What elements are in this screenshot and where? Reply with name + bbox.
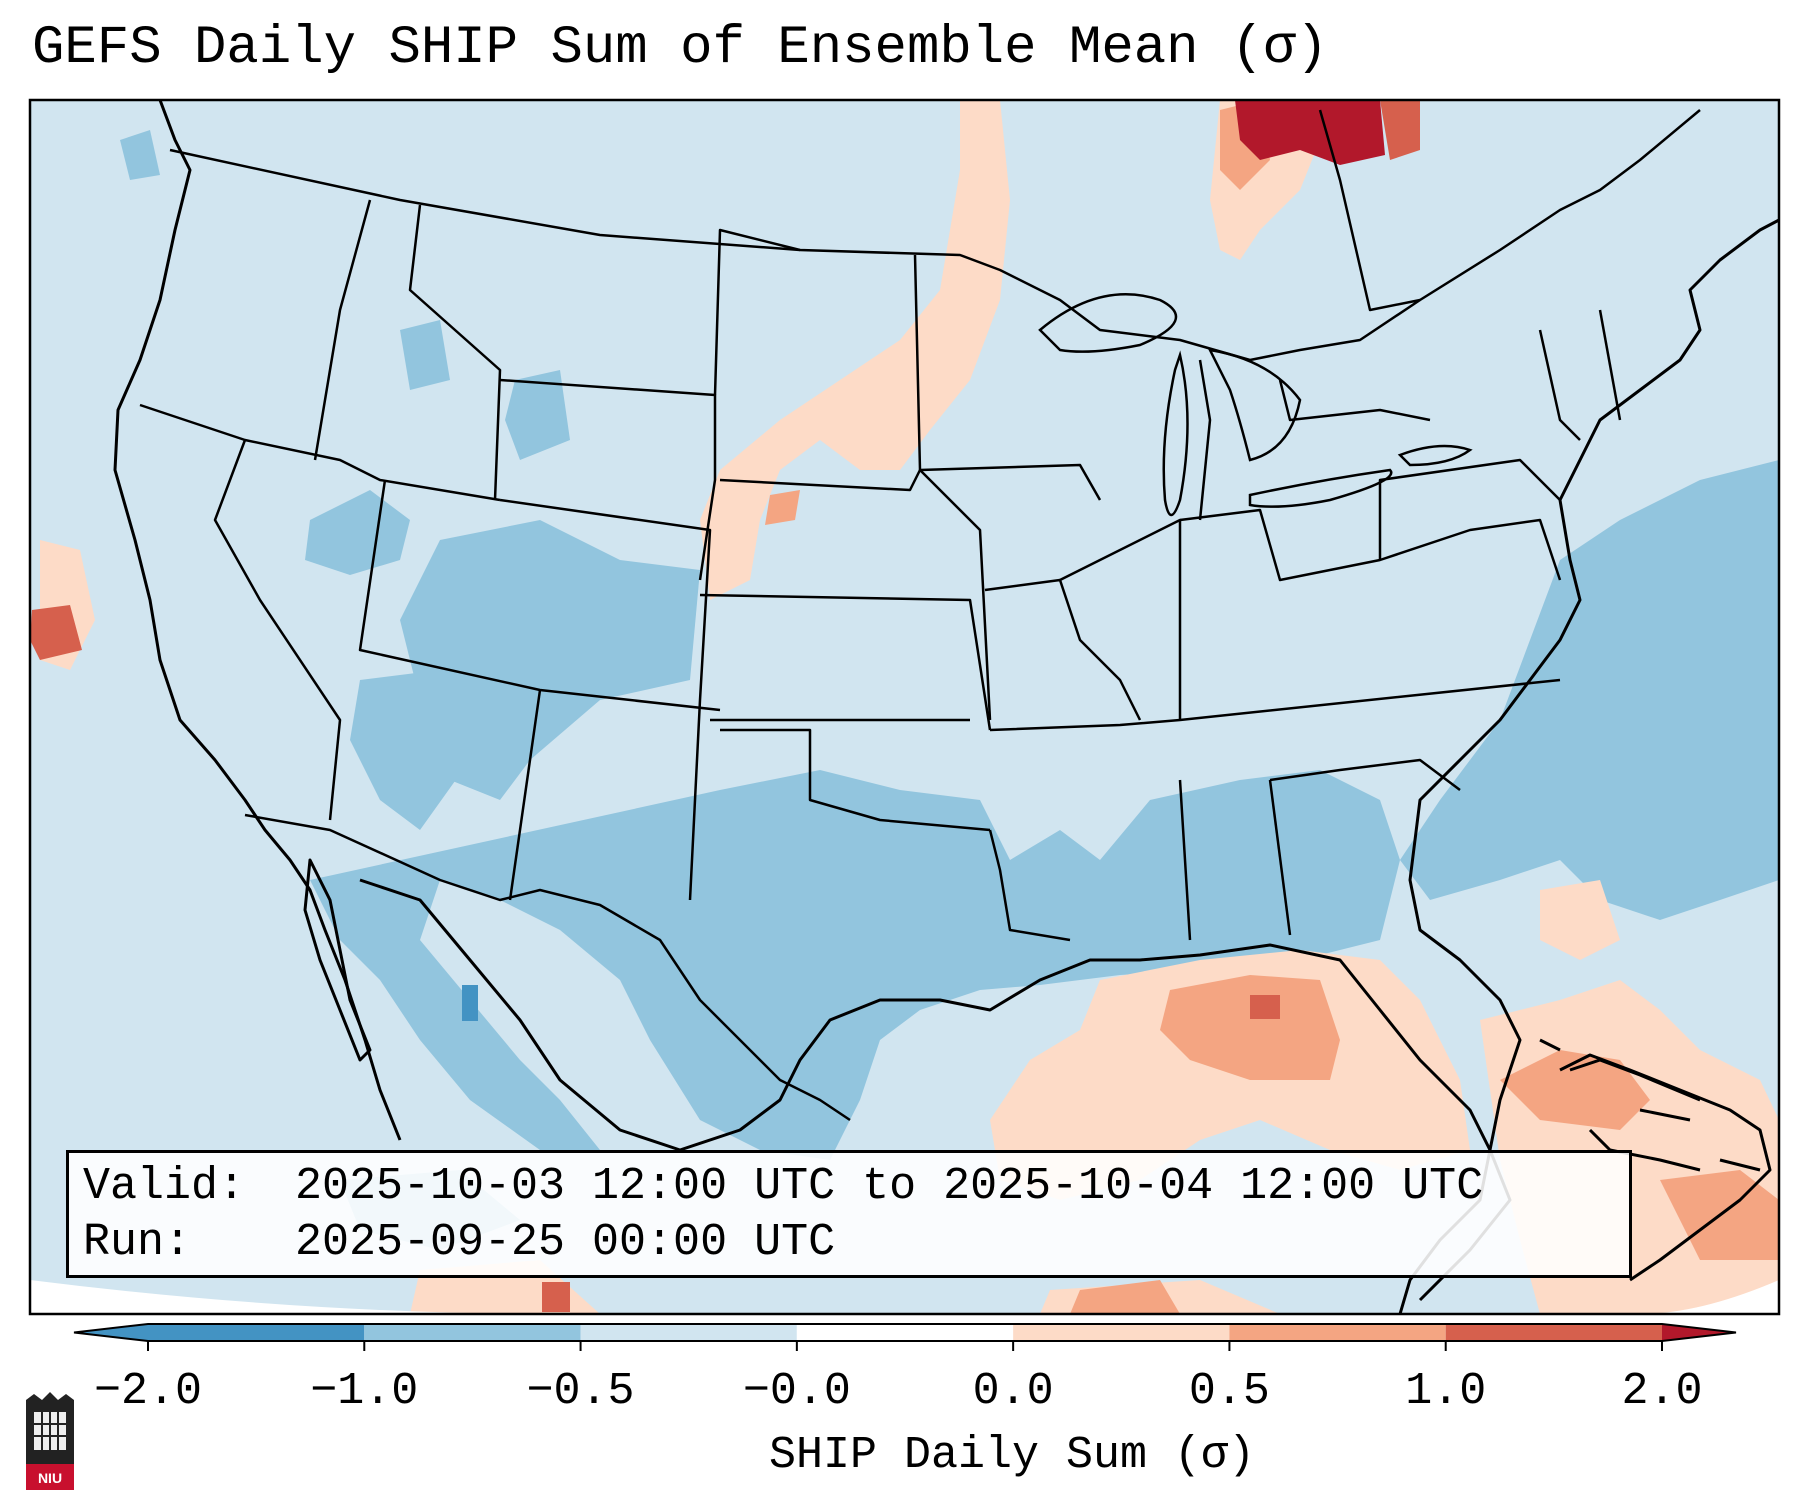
run-label: Run: xyxy=(83,1217,192,1268)
colorbar xyxy=(73,1323,1737,1351)
figure-title: GEFS Daily SHIP Sum of Ensemble Mean (σ) xyxy=(32,18,1329,79)
off-domain-corner-se xyxy=(1640,1280,1779,1314)
valid-time-box: Valid: 2025-10-03 12:00 UTC to 2025-10-04… xyxy=(66,1150,1632,1278)
colorbar-tick-label: 0.0 xyxy=(972,1366,1054,1417)
colorbar-tick-label: −0.5 xyxy=(526,1366,635,1417)
run-line: Run: 2025-09-25 00:00 UTC xyxy=(83,1217,835,1268)
colorbar-tick-label: −0.0 xyxy=(742,1366,851,1417)
colorbar-tick-label: −2.0 xyxy=(93,1366,203,1417)
strong-positive-anomaly-ontario xyxy=(1235,100,1385,165)
caribbean-islands xyxy=(1539,1038,1761,1172)
colorbar-segment xyxy=(364,1324,581,1341)
map-frame-content xyxy=(30,100,1779,1314)
base-anomaly-field xyxy=(30,100,1779,1314)
colorbar-segment xyxy=(1229,1324,1446,1341)
off-domain-corner-sw xyxy=(30,1280,560,1314)
run-value: 2025-09-25 00:00 UTC xyxy=(295,1217,836,1268)
colorbar-tick-label: 1.0 xyxy=(1405,1366,1487,1417)
negative-anomaly-west xyxy=(120,130,700,830)
valid-label: Valid: xyxy=(83,1161,246,1212)
moderate-positive-anomaly xyxy=(765,100,1779,1314)
colorbar-segment xyxy=(1445,1324,1662,1341)
valid-line: Valid: 2025-10-03 12:00 UTC to 2025-10-04… xyxy=(83,1161,1483,1212)
strong-positive-anomaly xyxy=(30,100,1420,1312)
map-frame xyxy=(28,98,1781,1316)
colorbar-segment xyxy=(148,1324,365,1341)
colorbar-tick-label: −1.0 xyxy=(310,1366,419,1417)
colorbar-extend-high xyxy=(1662,1324,1736,1341)
colorbar-segment xyxy=(796,1324,1014,1341)
borders xyxy=(139,109,1701,1122)
valid-value: 2025-10-03 12:00 UTC to 2025-10-04 12:00… xyxy=(295,1161,1484,1212)
coastlines xyxy=(113,100,1779,1314)
colorbar-segment xyxy=(580,1324,797,1341)
colorbar-extend-low xyxy=(74,1324,148,1341)
colorbar-tick-label: 2.0 xyxy=(1621,1366,1703,1417)
logo-text: NIU xyxy=(37,1470,63,1486)
colorbar-tick-label: 0.5 xyxy=(1188,1366,1270,1417)
great-lakes xyxy=(1038,293,1473,517)
colorbar-label: SHIP Daily Sum (σ) xyxy=(768,1430,1256,1481)
negative-anomaly-atlantic xyxy=(1400,460,1779,920)
niu-logo-icon: NIU xyxy=(22,1390,78,1490)
colorbar-segment xyxy=(1013,1324,1230,1341)
